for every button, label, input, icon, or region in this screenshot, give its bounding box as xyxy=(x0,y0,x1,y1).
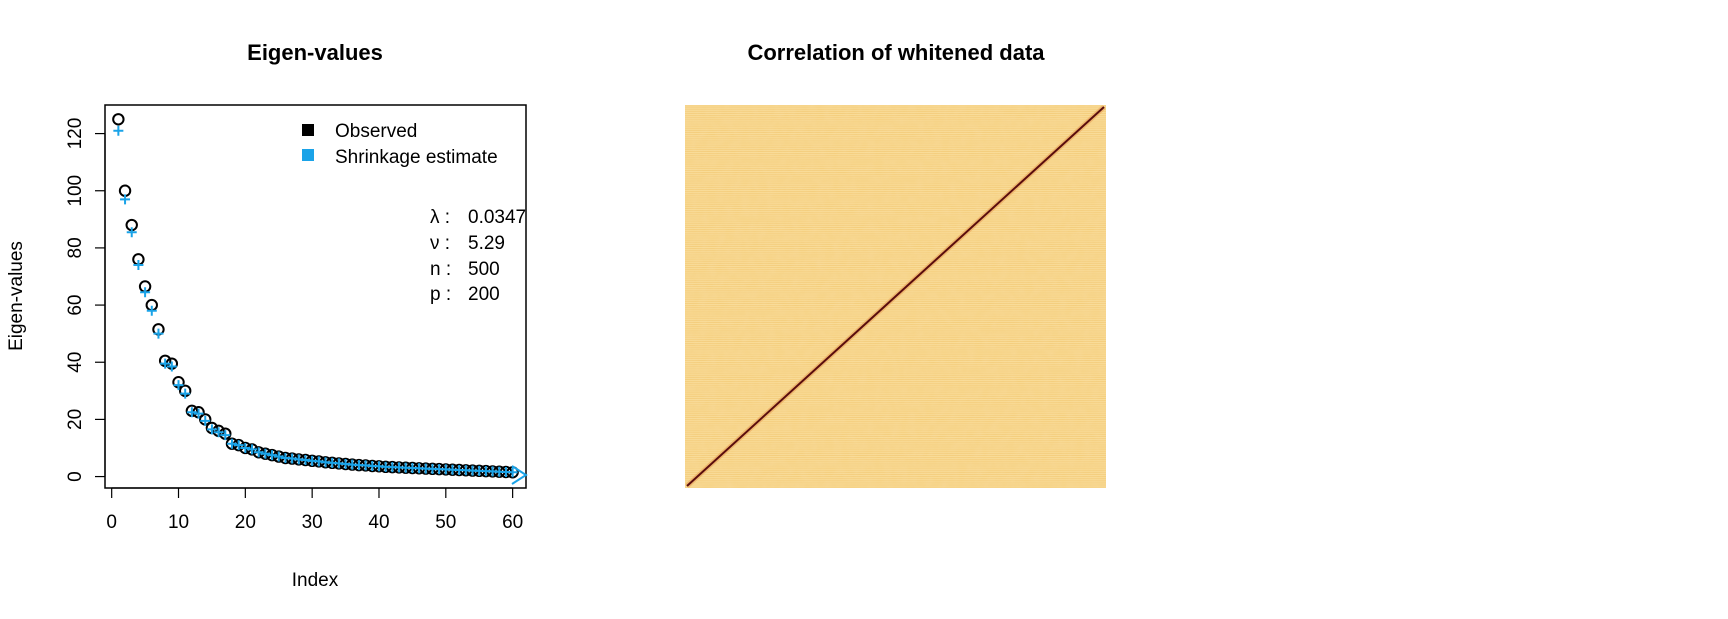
point-observed xyxy=(112,113,125,126)
point-observed xyxy=(252,446,265,459)
correlation-heatmap xyxy=(685,105,1106,488)
legend-label-shrinkage: Shrinkage estimate xyxy=(335,147,498,168)
point-shrinkage xyxy=(193,408,204,419)
y-tick-label: 20 xyxy=(65,409,86,430)
stat-nu-value: 5.29 xyxy=(468,233,505,254)
point-shrinkage xyxy=(153,328,164,339)
y-axis: 0 20 40 60 80 100 120 xyxy=(65,118,106,482)
stat-nu-label: ν : xyxy=(430,233,450,254)
stat-n-value: 500 xyxy=(468,259,500,280)
point-shrinkage xyxy=(186,407,197,418)
point-shrinkage xyxy=(247,444,258,455)
y-tick-label: 40 xyxy=(65,352,86,373)
point-observed xyxy=(245,443,259,456)
stat-p-value: 200 xyxy=(468,284,500,305)
point-shrinkage xyxy=(160,358,171,369)
point-shrinkage xyxy=(226,438,237,449)
point-observed xyxy=(272,450,285,463)
x-axis: 0 10 20 30 40 50 60 xyxy=(106,487,523,533)
point-shrinkage xyxy=(507,467,518,478)
y-tick-label: 60 xyxy=(65,295,86,316)
point-shrinkage xyxy=(200,415,211,426)
x-tick-label: 30 xyxy=(302,512,323,533)
stat-p-label: p : xyxy=(430,284,451,305)
y-tick-label: 0 xyxy=(65,471,86,482)
stat-lambda-label: λ : xyxy=(430,207,450,228)
point-observed xyxy=(259,447,272,460)
stat-n-label: n : xyxy=(430,259,451,280)
point-shrinkage xyxy=(220,430,231,441)
point-shrinkage xyxy=(260,448,271,459)
point-observed xyxy=(232,438,245,452)
point-shrinkage xyxy=(146,305,157,316)
point-shrinkage xyxy=(113,125,124,136)
legend: Observed Shrinkage estimate xyxy=(302,121,498,168)
point-shrinkage xyxy=(166,361,177,372)
point-shrinkage xyxy=(206,424,217,435)
y-tick-label: 80 xyxy=(65,237,86,258)
point-shrinkage xyxy=(253,447,264,458)
point-shrinkage xyxy=(120,194,131,205)
point-observed xyxy=(265,448,279,462)
x-axis-label: Index xyxy=(292,570,339,591)
arrow-right-icon xyxy=(511,465,528,485)
heatmap-diagonal xyxy=(686,106,1105,487)
eigenvalues-title: Eigen-values xyxy=(247,40,383,65)
y-axis-label: Eigen-values xyxy=(6,241,27,351)
point-shrinkage xyxy=(180,388,191,399)
point-shrinkage xyxy=(267,450,278,461)
x-tick-label: 0 xyxy=(106,512,117,533)
data-points xyxy=(112,113,519,479)
stat-lambda-value: 0.0347 xyxy=(468,207,526,228)
point-shrinkage xyxy=(273,451,284,462)
point-shrinkage xyxy=(233,440,244,451)
y-tick-label: 120 xyxy=(65,118,86,150)
point-shrinkage xyxy=(133,260,144,271)
y-tick-label: 100 xyxy=(65,175,86,207)
x-tick-label: 20 xyxy=(235,512,256,533)
legend-swatch-observed xyxy=(302,124,314,136)
point-shrinkage xyxy=(140,287,151,298)
stats-annotation: λ : 0.0347 ν : 5.29 n : 500 p : 200 xyxy=(430,207,526,305)
x-tick-label: 50 xyxy=(435,512,456,533)
correlation-title: Correlation of whitened data xyxy=(747,40,1045,65)
eigenvalues-panel: Eigen-values 0 10 20 30 40 50 60 0 20 40 60 80 100 1… xyxy=(6,40,528,591)
point-shrinkage xyxy=(173,380,184,391)
x-tick-label: 40 xyxy=(368,512,389,533)
point-observed xyxy=(225,437,239,450)
legend-swatch-shrinkage xyxy=(302,149,314,161)
point-shrinkage xyxy=(240,442,251,453)
point-shrinkage xyxy=(126,227,137,238)
legend-label-observed: Observed xyxy=(335,121,417,142)
point-observed xyxy=(239,441,252,455)
correlation-panel: Correlation of whitened data xyxy=(685,40,1106,488)
x-tick-label: 10 xyxy=(168,512,189,533)
x-tick-label: 60 xyxy=(502,512,523,533)
point-shrinkage xyxy=(213,427,224,438)
